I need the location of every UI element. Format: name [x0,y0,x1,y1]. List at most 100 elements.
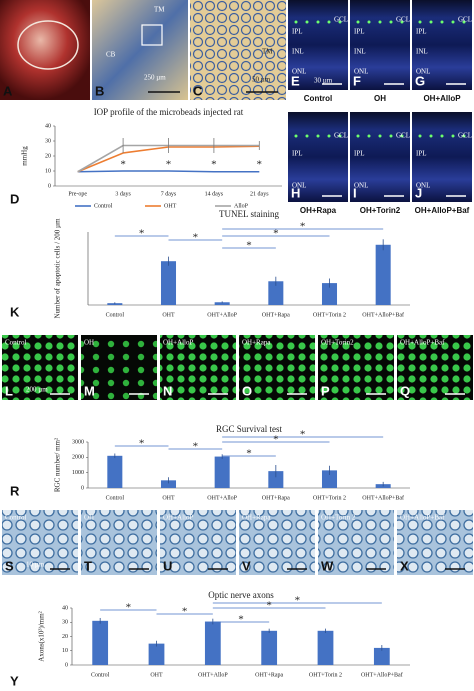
cell [462,20,466,24]
y-axis-label: mmHg [21,146,29,166]
panel-label: P [321,383,330,398]
y-tick-label: 0 [65,662,68,668]
cell [400,20,404,24]
y-axis-label: Number of apoptotic cells / 200 µm [54,218,62,319]
photo-text: ONL [354,68,368,76]
cell [327,134,331,138]
cell [305,134,309,138]
bar [321,283,338,305]
panel-caption: Control [304,94,332,103]
photo [318,510,394,575]
significance: * [273,228,279,240]
x-tick-label: Control [91,672,110,678]
photo [239,335,315,400]
x-tick-label: 3 days [115,191,131,197]
panel-label: H [291,185,300,200]
photo-text: OH+AlloP+Baf [400,339,445,347]
bar [148,643,165,665]
photo-text: OH+Torin 2 [321,514,356,522]
cell [451,134,455,138]
significance: * [266,600,272,612]
y-tick-label: 40 [45,123,51,129]
photo-text: OH+AlloP [163,339,194,347]
cell [418,134,422,138]
bar [92,620,109,665]
cell [294,134,298,138]
significance: * [300,429,306,441]
photo-text: OH [84,339,94,347]
bar [214,302,230,305]
x-tick-label: Control [106,495,125,501]
photo [397,510,473,575]
eye [17,20,79,70]
bar [268,281,284,305]
y-tick-label: 30 [62,620,68,626]
photo [0,0,90,100]
panel-label: G [415,73,425,88]
cell [367,134,371,138]
significance: * [273,434,279,446]
significance: * [246,240,252,252]
photo-text: Control [5,514,26,522]
photo [288,0,348,90]
photo [160,510,236,575]
significance: * [139,228,145,240]
photo-text: OH [84,514,94,522]
panel-label: K [10,304,20,319]
significance: * [193,232,199,244]
panel-label: M [84,383,95,398]
photo-text: INL [416,48,428,56]
photo-text: 250 µm [144,74,166,82]
chart-title: Optic nerve axons [208,590,274,600]
y-tick-label: 40 [62,605,68,611]
photo [397,335,473,400]
x-tick-label: OHT+Rapa [262,495,290,501]
x-tick-label: 21 days [250,191,269,197]
x-tick-label: OHT [162,312,175,318]
panel-label: I [353,185,357,200]
photo [2,510,78,575]
x-tick-label: OHT+AlloP+Baf [362,494,404,501]
legend-label: Control [94,203,113,209]
photo-text: GCL [334,132,348,140]
photo-text: GCL [458,16,472,24]
photo-text: 200 µm [26,386,48,394]
panel-label: R [10,483,20,498]
photo-text: GCL [334,16,348,24]
panel-label: F [353,73,361,88]
y-tick-label: 1000 [72,470,84,476]
bar [204,621,221,665]
cell [338,20,342,24]
cell [400,134,404,138]
photo [190,0,286,100]
cell [356,20,360,24]
photo-text: IPL [292,150,303,158]
panel-caption: OH+AlloP [423,94,461,103]
photo-text: OH+Rapa [242,339,271,347]
photo-text: IPL [416,28,427,36]
significance: * [182,606,188,618]
inset-box [141,24,163,46]
y-tick-label: 10 [45,168,51,174]
x-tick-label: Control [106,312,125,318]
x-tick-label: OHT [150,672,163,678]
photo [288,112,348,202]
photo-text: IPL [416,150,427,158]
panel-label: V [242,558,251,573]
significance: * [300,221,306,233]
x-tick-label: OHT [162,495,175,501]
panel-label: B [95,83,104,98]
panel-label: L [5,383,13,398]
cell [367,20,371,24]
y-tick-label: 0 [48,183,51,189]
cell [440,134,444,138]
x-tick-label: OHT+AlloP [207,312,237,318]
photo-text: GCL [396,16,410,24]
chart-title: RGC Survival test [216,424,283,434]
photo-text: CB [106,51,116,59]
cell [440,20,444,24]
photo-text: INL [292,48,304,56]
photo-text: INL [354,48,366,56]
y-tick-label: 20 [62,634,68,640]
photo [239,510,315,575]
